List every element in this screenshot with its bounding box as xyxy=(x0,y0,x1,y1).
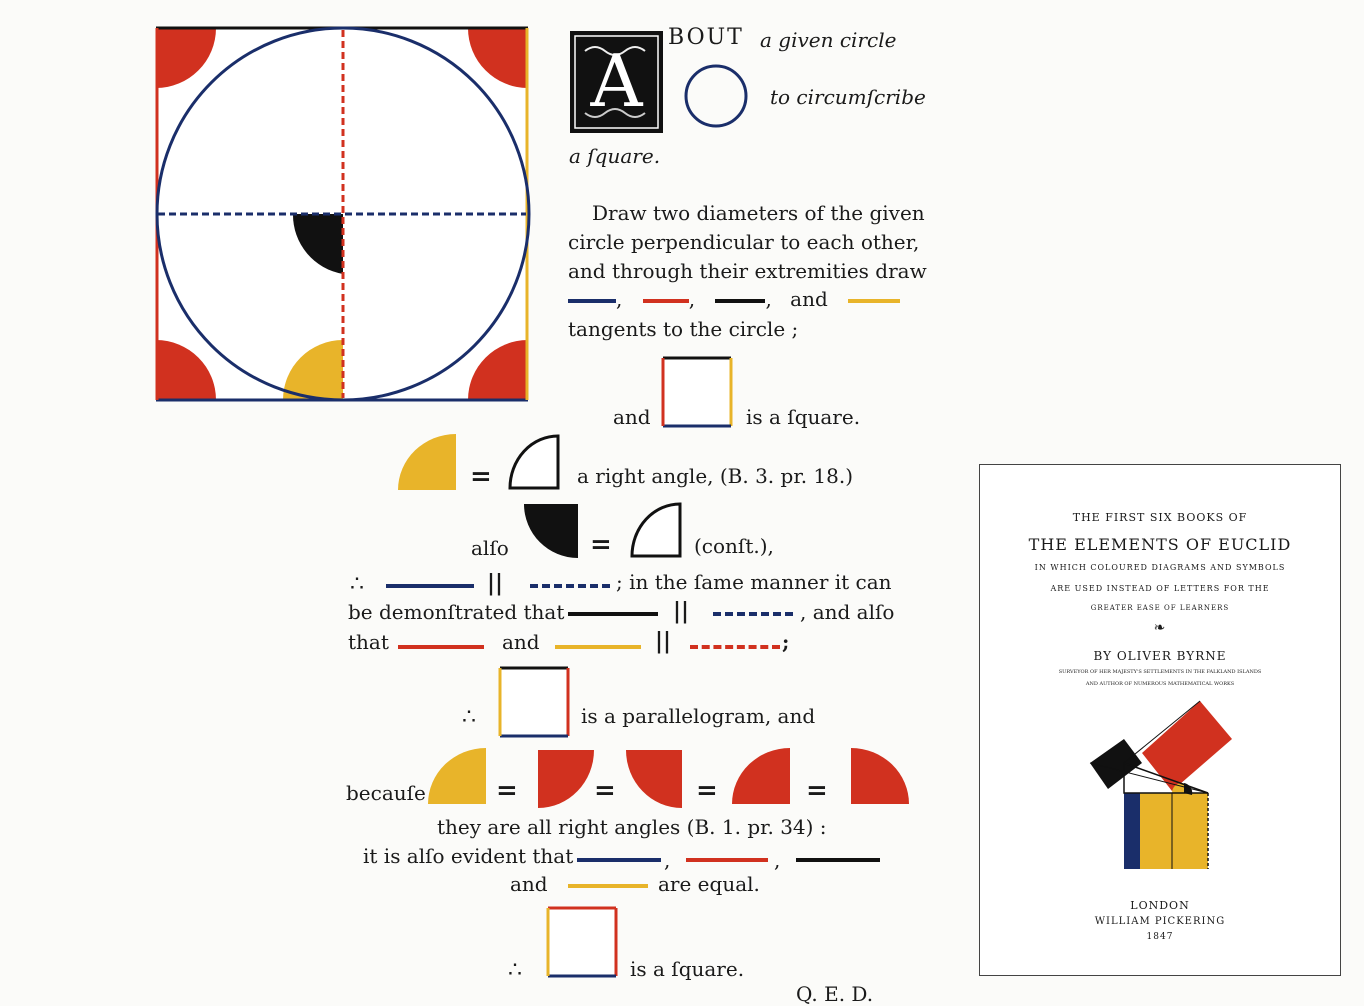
colored-square-icon xyxy=(498,666,570,738)
is-a-square-text: is a ſquare. xyxy=(630,957,745,981)
red-line-swatch xyxy=(686,858,768,862)
therefore-symbol: ∴ xyxy=(350,572,364,597)
initial-letter: A xyxy=(590,39,643,123)
red-quadrant-icon xyxy=(851,748,909,804)
decorated-initial-ornament xyxy=(574,35,659,129)
black-line-swatch xyxy=(568,612,658,616)
cover-year: 1847 xyxy=(1146,932,1174,942)
colored-square-icon xyxy=(661,356,733,428)
colored-square-icon xyxy=(546,906,618,978)
p1-line4: , , , and xyxy=(568,287,901,311)
equals-sign: = xyxy=(594,776,616,806)
cover-cred2: AND AUTHOR OF NUMEROUS MATHEMATICAL WORK… xyxy=(1085,681,1235,687)
yellow-quadrant-icon xyxy=(398,434,456,490)
red-line-swatch xyxy=(642,298,689,303)
equals-sign: = xyxy=(696,776,718,806)
cover-line1: THE FIRST SIX BOOKS OF xyxy=(1072,511,1248,524)
and-also-text: , and alſo xyxy=(800,600,895,624)
fleuron-icon: ❧ xyxy=(1153,620,1167,636)
red-quadrant-icon xyxy=(626,750,682,808)
is-a-square-text: is a ſquare. xyxy=(746,405,861,429)
comma: , xyxy=(664,848,671,872)
red-quadrant-icon xyxy=(538,750,594,808)
also-word: alſo xyxy=(471,536,509,560)
parallel-symbol: || xyxy=(487,570,504,596)
main-diagram xyxy=(155,26,531,402)
demonstrated-text: be demonſtrated that xyxy=(348,600,565,624)
black-line-swatch xyxy=(715,298,766,303)
blue-line-swatch xyxy=(386,584,474,588)
blue-dashed-swatch xyxy=(530,584,610,588)
black-quadrant-icon xyxy=(524,504,578,558)
equals-sign: = xyxy=(806,776,828,806)
because-word: becauſe xyxy=(346,781,426,805)
and-word: and xyxy=(510,872,548,896)
red-line-swatch xyxy=(398,645,484,649)
equals-sign: = xyxy=(470,462,492,492)
heading-line3: a ſquare. xyxy=(569,144,661,168)
that-word: that xyxy=(348,630,389,654)
semicolon: ; xyxy=(782,630,790,654)
heading-line2: to circumſcribe xyxy=(770,85,926,109)
p1-line2: circle perpendicular to each other, xyxy=(568,230,920,254)
qed-text: Q. E. D. xyxy=(796,982,874,1006)
black-dashed-swatch xyxy=(713,612,793,616)
yellow-quadrant-icon xyxy=(428,748,486,804)
const-text: (conſt.), xyxy=(694,534,774,558)
same-manner-text: ; in the ſame manner it can xyxy=(616,570,892,594)
p1-line5: tangents to the circle ; xyxy=(568,317,799,341)
yellow-line-swatch xyxy=(568,884,648,888)
are-equal-text: are equal. xyxy=(658,872,760,896)
and-word: and xyxy=(790,287,828,311)
comma: , xyxy=(774,848,781,872)
cover-city: LONDON xyxy=(1130,899,1190,912)
cover-cred1: SURVEYOR OF HER MAJESTY'S SETTLEMENTS IN… xyxy=(1058,669,1262,675)
cover-title: THE ELEMENTS OF EUCLID xyxy=(1028,535,1292,554)
blue-line-swatch xyxy=(568,298,616,303)
yellow-line-swatch xyxy=(555,645,641,649)
book-cover: THE FIRST SIX BOOKS OF THE ELEMENTS OF E… xyxy=(979,464,1341,976)
red-quadrant-icon xyxy=(732,748,790,804)
p1-line3: and through their extremities draw xyxy=(568,259,927,283)
right-angle-icon xyxy=(630,502,682,558)
parallel-symbol: || xyxy=(655,628,672,654)
decorated-initial: A xyxy=(570,31,663,133)
equals-sign: = xyxy=(496,776,518,806)
right-angle-icon xyxy=(508,434,560,490)
therefore-symbol: ∴ xyxy=(462,705,476,730)
cover-author: BY OLIVER BYRNE xyxy=(1093,649,1227,663)
and-word: and xyxy=(502,630,540,654)
comma: , xyxy=(688,287,696,311)
blue-line-swatch xyxy=(577,858,661,862)
comma: , xyxy=(765,287,772,311)
blue-circle-icon xyxy=(684,64,748,128)
red-dashed-swatch xyxy=(690,645,780,649)
parallel-symbol: || xyxy=(673,598,690,624)
comma: , xyxy=(616,287,623,311)
pythagoras-diagram xyxy=(1089,700,1232,869)
p1-line1: Draw two diameters of the given xyxy=(592,201,925,225)
right-angles-text: they are all right angles (B. 1. pr. 34)… xyxy=(437,815,827,839)
and-word: and xyxy=(613,405,651,429)
cover-sub1: IN WHICH COLOURED DIAGRAMS AND SYMBOLS xyxy=(1034,563,1286,572)
cover-publisher: WILLIAM PICKERING xyxy=(1094,916,1226,927)
parallelogram-text: is a parallelogram, and xyxy=(581,704,816,728)
cover-sub2: ARE USED INSTEAD OF LETTERS FOR THE xyxy=(1050,584,1270,593)
equals-sign: = xyxy=(590,530,612,560)
right-angle-text: a right angle, (B. 3. pr. 18.) xyxy=(577,464,854,488)
therefore-symbol: ∴ xyxy=(508,958,522,983)
cover-sub3: GREATER EASE OF LEARNERS xyxy=(1090,604,1230,612)
heading-line1: a given circle xyxy=(760,28,897,52)
evident-text: it is alſo evident that xyxy=(363,844,574,868)
yellow-line-swatch xyxy=(848,298,901,303)
black-line-swatch xyxy=(796,858,880,862)
heading-word: BOUT xyxy=(668,25,744,50)
